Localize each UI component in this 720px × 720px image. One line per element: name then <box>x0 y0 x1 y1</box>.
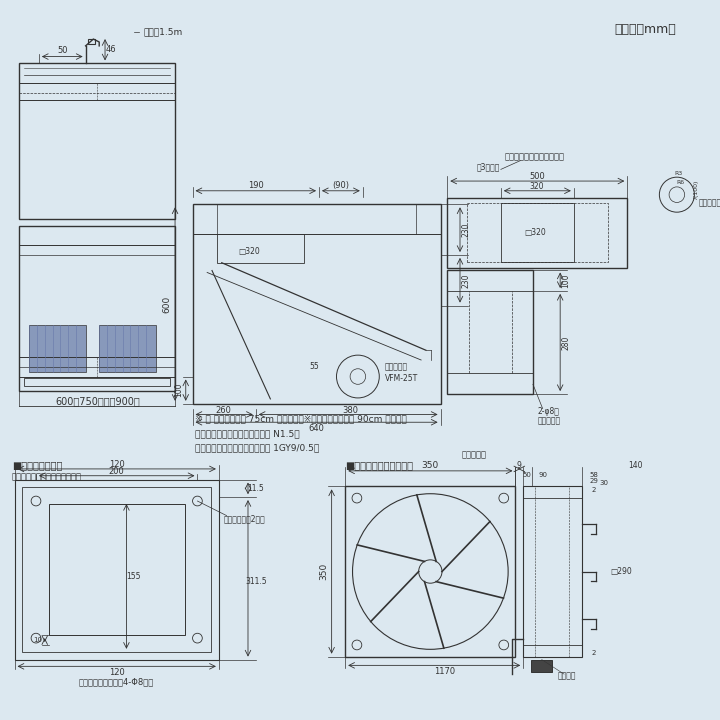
Text: 140: 140 <box>628 461 642 469</box>
Text: 2: 2 <box>591 487 595 493</box>
Bar <box>30 325 86 372</box>
Text: 58: 58 <box>590 472 598 478</box>
Bar <box>467 204 608 262</box>
Text: 本体引掛用: 本体引掛用 <box>698 198 720 207</box>
Bar <box>89 39 95 44</box>
Text: 1170: 1170 <box>434 667 456 675</box>
Text: 換気扇取付用ハーフカット: 換気扇取付用ハーフカット <box>505 152 565 161</box>
Text: 50: 50 <box>57 46 68 55</box>
Bar <box>501 204 574 262</box>
Text: 色調：ブラック塗装（マンセル N1.5）: 色調：ブラック塗装（マンセル N1.5） <box>194 429 299 438</box>
Text: 230: 230 <box>462 222 470 237</box>
Text: 230: 230 <box>462 273 470 287</box>
Text: 取付ボルト: 取付ボルト <box>462 451 487 460</box>
Text: 200: 200 <box>109 467 125 477</box>
Bar <box>217 233 305 263</box>
Bar <box>22 487 211 652</box>
Text: 311.5: 311.5 <box>245 577 266 586</box>
Text: （化粧枠を外した状態を示す）: （化粧枠を外した状態を示す） <box>12 472 81 481</box>
Text: 280: 280 <box>562 336 570 350</box>
Bar <box>447 197 627 268</box>
Text: 7(100): 7(100) <box>694 179 699 200</box>
Text: 9: 9 <box>517 461 522 469</box>
Text: 260: 260 <box>216 406 232 415</box>
Text: コネクタ: コネクタ <box>558 672 576 680</box>
Text: 100: 100 <box>562 273 570 287</box>
Text: 50: 50 <box>523 472 531 478</box>
Text: □320: □320 <box>524 228 546 237</box>
Text: 本体固定用: 本体固定用 <box>538 417 561 426</box>
Text: 55: 55 <box>310 362 319 372</box>
Text: 320: 320 <box>530 182 544 192</box>
Text: 2-φ8穴: 2-φ8穴 <box>538 407 559 416</box>
Bar <box>531 660 552 672</box>
Text: 155: 155 <box>126 572 140 581</box>
Text: （3カ所）: （3カ所） <box>477 162 500 171</box>
Text: （単位：mm）: （単位：mm） <box>614 22 676 35</box>
Text: 29: 29 <box>590 477 598 484</box>
Bar <box>24 377 170 386</box>
Text: 取付ボルト（2本）: 取付ボルト（2本） <box>224 514 266 523</box>
Text: 500: 500 <box>529 171 545 181</box>
Text: ■取付寸法詳細図: ■取付寸法詳細図 <box>12 460 62 470</box>
Text: 11.5: 11.5 <box>248 484 264 493</box>
Bar <box>192 204 441 404</box>
Text: 600〔750〕　（900）: 600〔750〕 （900） <box>55 396 140 406</box>
Text: R3: R3 <box>675 171 683 176</box>
Text: 380: 380 <box>343 406 359 415</box>
Bar <box>19 226 175 391</box>
Bar <box>523 487 582 657</box>
Text: 190: 190 <box>248 181 264 190</box>
Text: 120: 120 <box>109 667 125 677</box>
Text: VFM-25T: VFM-25T <box>385 374 418 383</box>
Text: □290: □290 <box>611 567 632 576</box>
Text: 90: 90 <box>538 472 547 478</box>
Text: 46: 46 <box>106 45 116 54</box>
Text: 350: 350 <box>422 461 439 469</box>
Text: (90): (90) <box>332 181 349 190</box>
Text: 同梱換気扇: 同梱換気扇 <box>385 362 408 372</box>
Text: R6: R6 <box>677 179 685 184</box>
Text: 600: 600 <box>163 295 172 312</box>
Text: ※ ［ ］内の寸法は 75cm 巾タイプ　※（　）内の寸法は 90cm 巾タイプ: ※ ［ ］内の寸法は 75cm 巾タイプ ※（ ）内の寸法は 90cm 巾タイプ <box>194 414 406 423</box>
Text: 10: 10 <box>33 637 42 643</box>
Bar <box>19 63 175 219</box>
Bar <box>346 487 516 657</box>
Text: 350: 350 <box>320 563 328 580</box>
Text: □320: □320 <box>238 246 260 256</box>
Text: ■同梱換気扇（不燃形）: ■同梱換気扇（不燃形） <box>346 460 413 470</box>
Text: 120: 120 <box>109 459 125 469</box>
Text: 埋込ボルト取付用（4-Φ8穴）: 埋込ボルト取付用（4-Φ8穴） <box>79 678 154 686</box>
Bar <box>14 480 219 660</box>
Bar <box>99 325 156 372</box>
Text: 30: 30 <box>600 480 608 485</box>
Text: 2: 2 <box>591 649 595 656</box>
Text: 機外長1.5m: 機外長1.5m <box>144 28 183 37</box>
Bar <box>49 504 185 635</box>
Text: 640: 640 <box>309 423 325 433</box>
Text: ホワイト塗装（マンセル 1GY9/0.5）: ホワイト塗装（マンセル 1GY9/0.5） <box>194 443 319 452</box>
Text: 100: 100 <box>174 383 184 397</box>
Bar <box>447 269 533 394</box>
